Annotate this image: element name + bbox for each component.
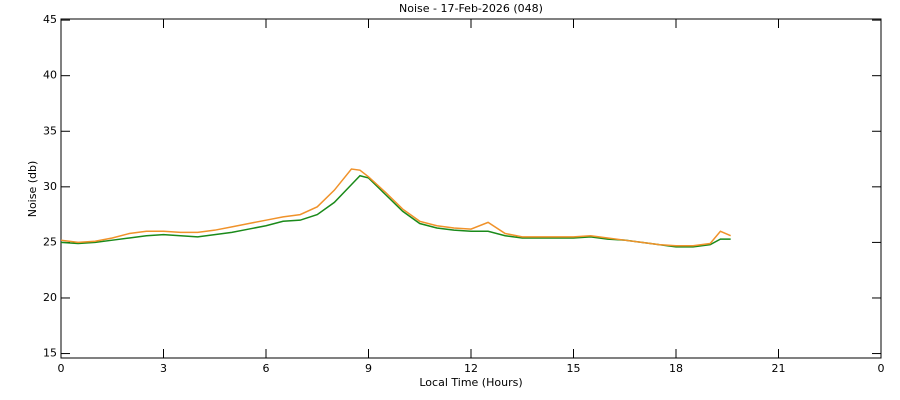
- data-line: [60, 174, 731, 248]
- data-line: [60, 168, 731, 247]
- y-axis-label: Noise (db): [26, 161, 39, 218]
- x-tick-label: 15: [567, 362, 581, 375]
- y-tick-label: 25: [43, 235, 57, 248]
- x-tick-label: 21: [772, 362, 786, 375]
- x-tick-label: 18: [669, 362, 683, 375]
- y-tick-label: 40: [43, 69, 57, 82]
- x-tick-label: 9: [365, 362, 372, 375]
- x-tick-label: 0: [58, 362, 65, 375]
- plot-frame: [60, 18, 882, 359]
- y-tick-label: 35: [43, 124, 57, 137]
- x-tick-label: 0: [878, 362, 885, 375]
- y-tick-label: 20: [43, 291, 57, 304]
- chart-title: Noise - 17-Feb-2026 (048): [399, 2, 543, 15]
- x-tick-label: 12: [464, 362, 478, 375]
- y-tick-label: 45: [43, 13, 57, 26]
- x-axis-label: Local Time (Hours): [419, 376, 522, 389]
- x-tick-label: 3: [160, 362, 167, 375]
- y-tick-label: 15: [43, 347, 57, 360]
- x-tick-label: 6: [263, 362, 270, 375]
- y-tick-label: 30: [43, 180, 57, 193]
